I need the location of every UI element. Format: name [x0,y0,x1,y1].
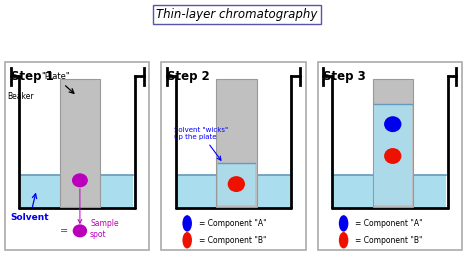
Ellipse shape [384,148,401,164]
Text: Step 3: Step 3 [323,70,366,83]
Text: = Component "B": = Component "B" [199,236,266,245]
Bar [21,175,133,206]
Bar [60,79,100,206]
Text: = Component "A": = Component "A" [355,219,423,228]
Bar [177,175,290,206]
Ellipse shape [339,215,348,232]
Bar [218,164,255,205]
Text: Solvent "wicks"
up the plate: Solvent "wicks" up the plate [174,127,228,160]
Text: Step 2: Step 2 [167,70,210,83]
Ellipse shape [182,215,192,232]
Bar [216,79,256,206]
Text: Step 1: Step 1 [10,70,53,83]
Ellipse shape [228,176,245,192]
Bar [334,175,446,206]
Ellipse shape [182,232,192,249]
Text: =: = [60,226,68,236]
Text: = Component "A": = Component "A" [199,219,266,228]
Text: "Plate": "Plate" [41,72,74,93]
Bar [374,103,411,205]
Ellipse shape [72,173,88,187]
Ellipse shape [73,224,87,237]
Ellipse shape [339,232,348,249]
Text: Beaker: Beaker [8,92,34,101]
Text: Thin-layer chromatography: Thin-layer chromatography [156,8,318,21]
Text: Solvent: Solvent [10,194,49,222]
Text: = Component "B": = Component "B" [355,236,423,245]
Ellipse shape [384,116,401,132]
Text: Sample
spot: Sample spot [90,219,118,239]
Bar [373,79,413,206]
